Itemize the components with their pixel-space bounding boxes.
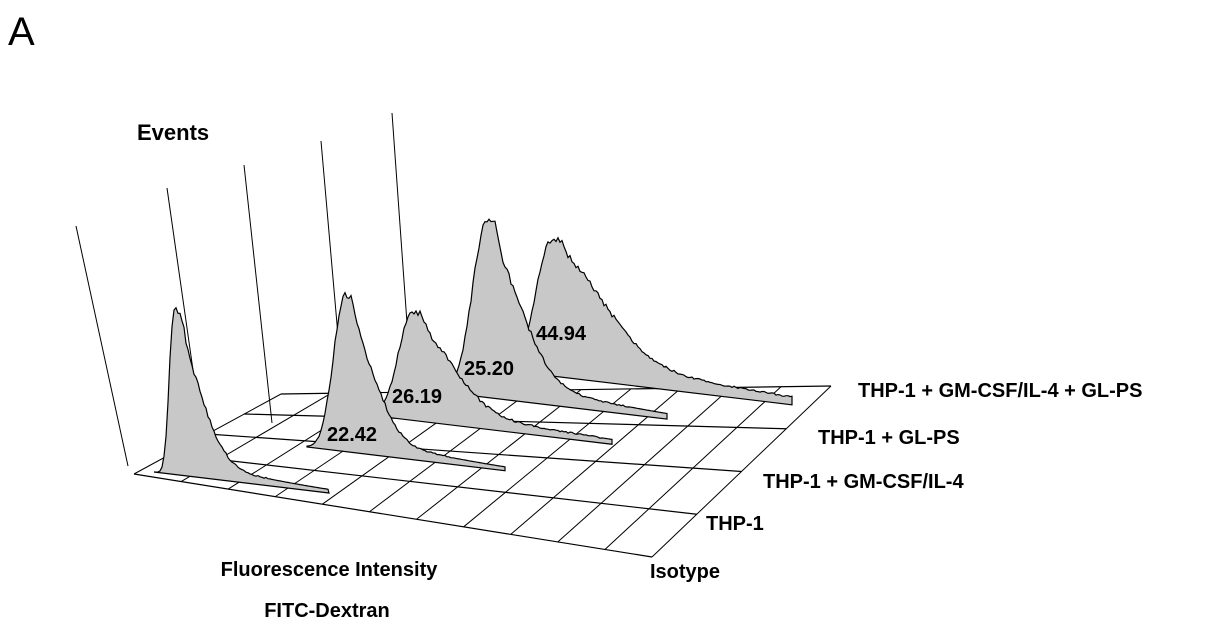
histogram-thp-1-gl-ps [440, 218, 668, 420]
peak-value-label: 44.94 [536, 323, 587, 345]
series-label: THP-1 + GM-CSF/IL-4 + GL-PS [858, 380, 1142, 402]
histogram-thp-1-gm-csf-il-4-gl-ps [501, 236, 793, 406]
grid-line-lane [133, 473, 653, 558]
series-label: Isotype [650, 561, 720, 583]
y-axis-title: Events [137, 120, 209, 145]
histogram-isotype [153, 306, 330, 494]
series-label: THP-1 + GL-PS [818, 427, 960, 449]
panel-label: A [8, 10, 35, 54]
series-label: THP-1 [706, 513, 764, 535]
histograms: 22.42 26.19 25.20 44.94 [153, 218, 793, 494]
histogram-thp-1-gm-csf-il-4 [367, 309, 613, 445]
peak-value-label: 22.42 [327, 424, 377, 446]
series-label: THP-1 + GM-CSF/IL-4 [763, 471, 964, 493]
series-labels: Isotype THP-1 THP-1 + GM-CSF/IL-4 THP-1 + G… [650, 380, 1142, 583]
back-wall-line [243, 164, 273, 424]
x-axis-subtitle: FITC-Dextran [264, 600, 390, 622]
grid-line-lane [207, 433, 742, 473]
x-axis-title: Fluorescence Intensity [221, 559, 439, 581]
peak-value-label: 26.19 [392, 386, 442, 408]
histogram-thp-1 [306, 291, 506, 472]
peak-value-label: 25.20 [464, 358, 514, 380]
back-wall-line [75, 225, 129, 467]
grid-line-lane [170, 453, 697, 515]
